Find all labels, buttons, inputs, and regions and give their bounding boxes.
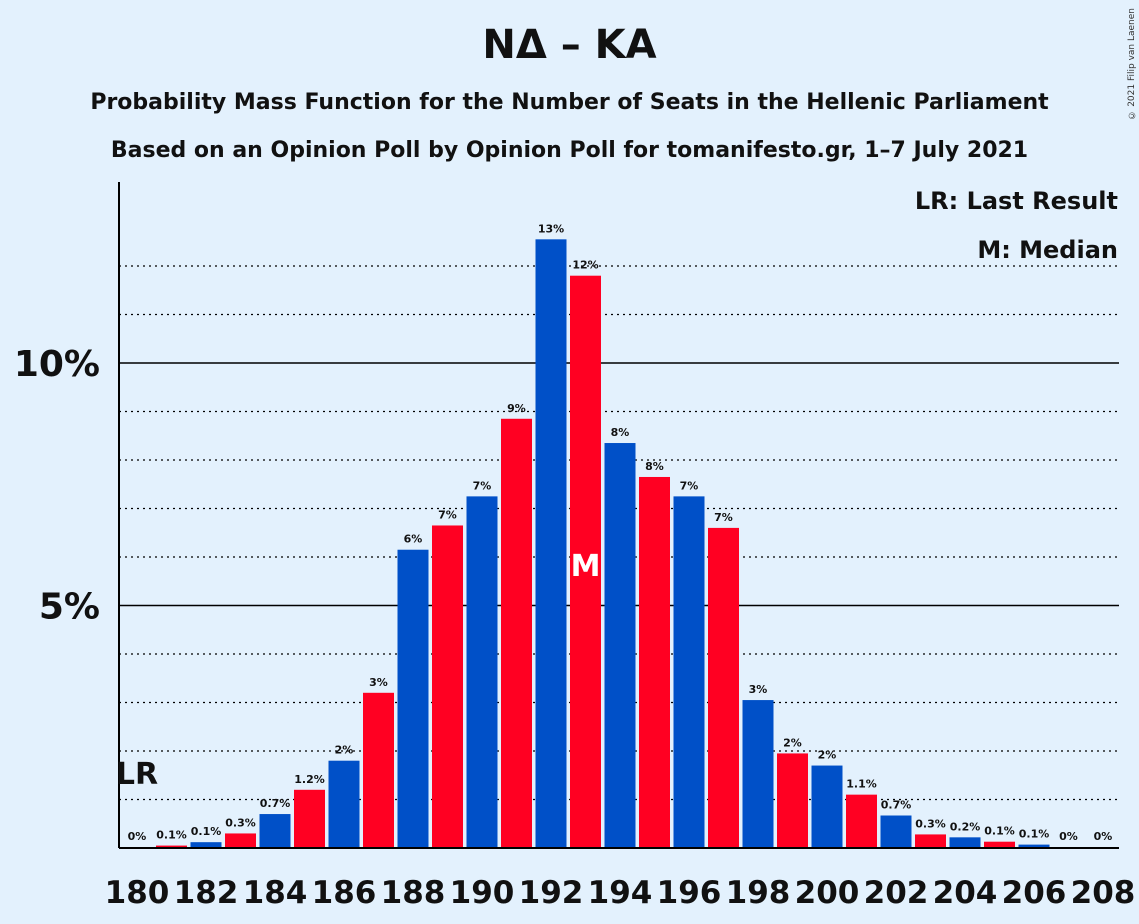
legend-median: M: Median [977, 236, 1118, 264]
bar-seat-197 [708, 527, 739, 848]
bar-seat-206 [1018, 844, 1050, 848]
x-tick-label: 208 [1071, 875, 1136, 911]
bar-value-label: 0.1% [191, 825, 222, 838]
bar-value-label: 13% [538, 222, 564, 235]
bar-seat-181 [156, 845, 187, 848]
x-tick-label: 198 [726, 875, 791, 911]
bar-value-label: 12% [572, 259, 598, 272]
bar-value-label: 2% [783, 736, 802, 749]
bar-value-labels: 0% 0.1% 0.1%0.3%0.7%1.2%2%3%6%7%7%9%13%12%… [128, 222, 1113, 843]
bar-seat-200 [811, 765, 843, 848]
bar-seat-185 [294, 789, 325, 848]
bar-value-label: 8% [645, 460, 664, 473]
bar-seat-186 [328, 760, 360, 848]
bar-seat-193 [570, 275, 601, 848]
bar-seat-202 [880, 815, 912, 848]
chart-markers: LR M [116, 549, 601, 792]
bar-seat-184 [259, 814, 291, 848]
x-tick-label: 194 [588, 875, 653, 911]
x-tick-label: 202 [864, 875, 929, 911]
bar-seat-188 [397, 549, 429, 848]
bar-value-label: 2% [818, 749, 837, 762]
bar-seat-204 [949, 837, 981, 848]
x-tick-label: 182 [174, 875, 239, 911]
bar-value-label: 0.7% [260, 797, 291, 810]
bar-value-label: 6% [404, 533, 423, 546]
x-tick-label: 180 [105, 875, 170, 911]
bar-value-label: 0.1% [1019, 828, 1050, 841]
x-tick-label: 206 [1002, 875, 1067, 911]
bar-series [156, 239, 1050, 848]
bar-value-label: 3% [369, 676, 388, 689]
bar-seat-203 [915, 834, 946, 848]
bar-seat-190 [466, 496, 498, 848]
bar-value-label: 0.3% [915, 817, 946, 830]
bar-seat-182 [190, 842, 222, 848]
y-tick-label: 5% [39, 587, 100, 628]
x-tick-label: 192 [519, 875, 584, 911]
bar-seat-201 [846, 794, 877, 848]
y-tick-label-background [20, 341, 102, 385]
bar-value-label: 0% [1059, 830, 1078, 843]
bar-value-label: 3% [749, 683, 768, 696]
y-axis-ticks: 5% 10% [14, 341, 102, 628]
x-axis-ticks: 180 182 184 186 188 190 192 194 196 198 200 202 204 2… [105, 875, 1136, 911]
bar-value-label: 0.3% [225, 816, 256, 829]
bar-seat-205 [984, 841, 1015, 848]
median-marker: M [571, 549, 601, 584]
bar-seat-194 [604, 443, 636, 848]
bar-seat-187 [363, 692, 394, 848]
y-tick-label-background [20, 583, 102, 628]
bar-value-label: 7% [438, 508, 457, 521]
bar-seat-191 [501, 418, 532, 848]
bar-seat-195 [639, 476, 670, 848]
chart-subtitle-methodology: Probability Mass Function for the Number… [90, 90, 1049, 115]
bar-seat-192 [535, 239, 567, 848]
chart-subtitle-source: Based on an Opinion Poll by Opinion Poll… [110, 138, 1029, 163]
bar-seat-199 [777, 753, 808, 848]
bar-value-label: 0.1% [156, 829, 187, 842]
bar-value-label: 2% [335, 744, 354, 757]
bar-seat-189 [432, 525, 463, 848]
chart-title: NΔ – KA [482, 22, 657, 68]
x-tick-label: 190 [450, 875, 515, 911]
bar-value-label: 0% [128, 830, 147, 843]
bar-seat-198 [742, 700, 774, 848]
bar-seat-183 [225, 833, 256, 848]
legend-last-result: LR: Last Result [915, 187, 1118, 215]
bar-value-label: 1.1% [846, 778, 877, 791]
x-tick-label: 188 [381, 875, 446, 911]
bar-value-label: 0.2% [950, 820, 981, 833]
bar-value-label: 1.2% [294, 773, 325, 786]
bar-value-label: 0% [1094, 830, 1113, 843]
bar-value-label: 7% [473, 479, 492, 492]
x-tick-label: 184 [243, 875, 308, 911]
x-tick-label: 200 [795, 875, 860, 911]
bar-value-label: 9% [507, 402, 526, 415]
x-tick-label: 196 [657, 875, 722, 911]
last-result-marker: LR [116, 757, 158, 792]
y-tick-label: 10% [14, 344, 100, 385]
bar-value-label: 7% [714, 511, 733, 524]
x-tick-label: 186 [312, 875, 377, 911]
bar-value-label: 8% [611, 426, 630, 439]
bar-seat-196 [673, 496, 705, 848]
x-tick-label: 204 [933, 875, 998, 911]
bar-value-label: 0.7% [881, 799, 912, 812]
bar-value-label: 0.1% [984, 825, 1015, 838]
bar-value-label: 7% [680, 479, 699, 492]
